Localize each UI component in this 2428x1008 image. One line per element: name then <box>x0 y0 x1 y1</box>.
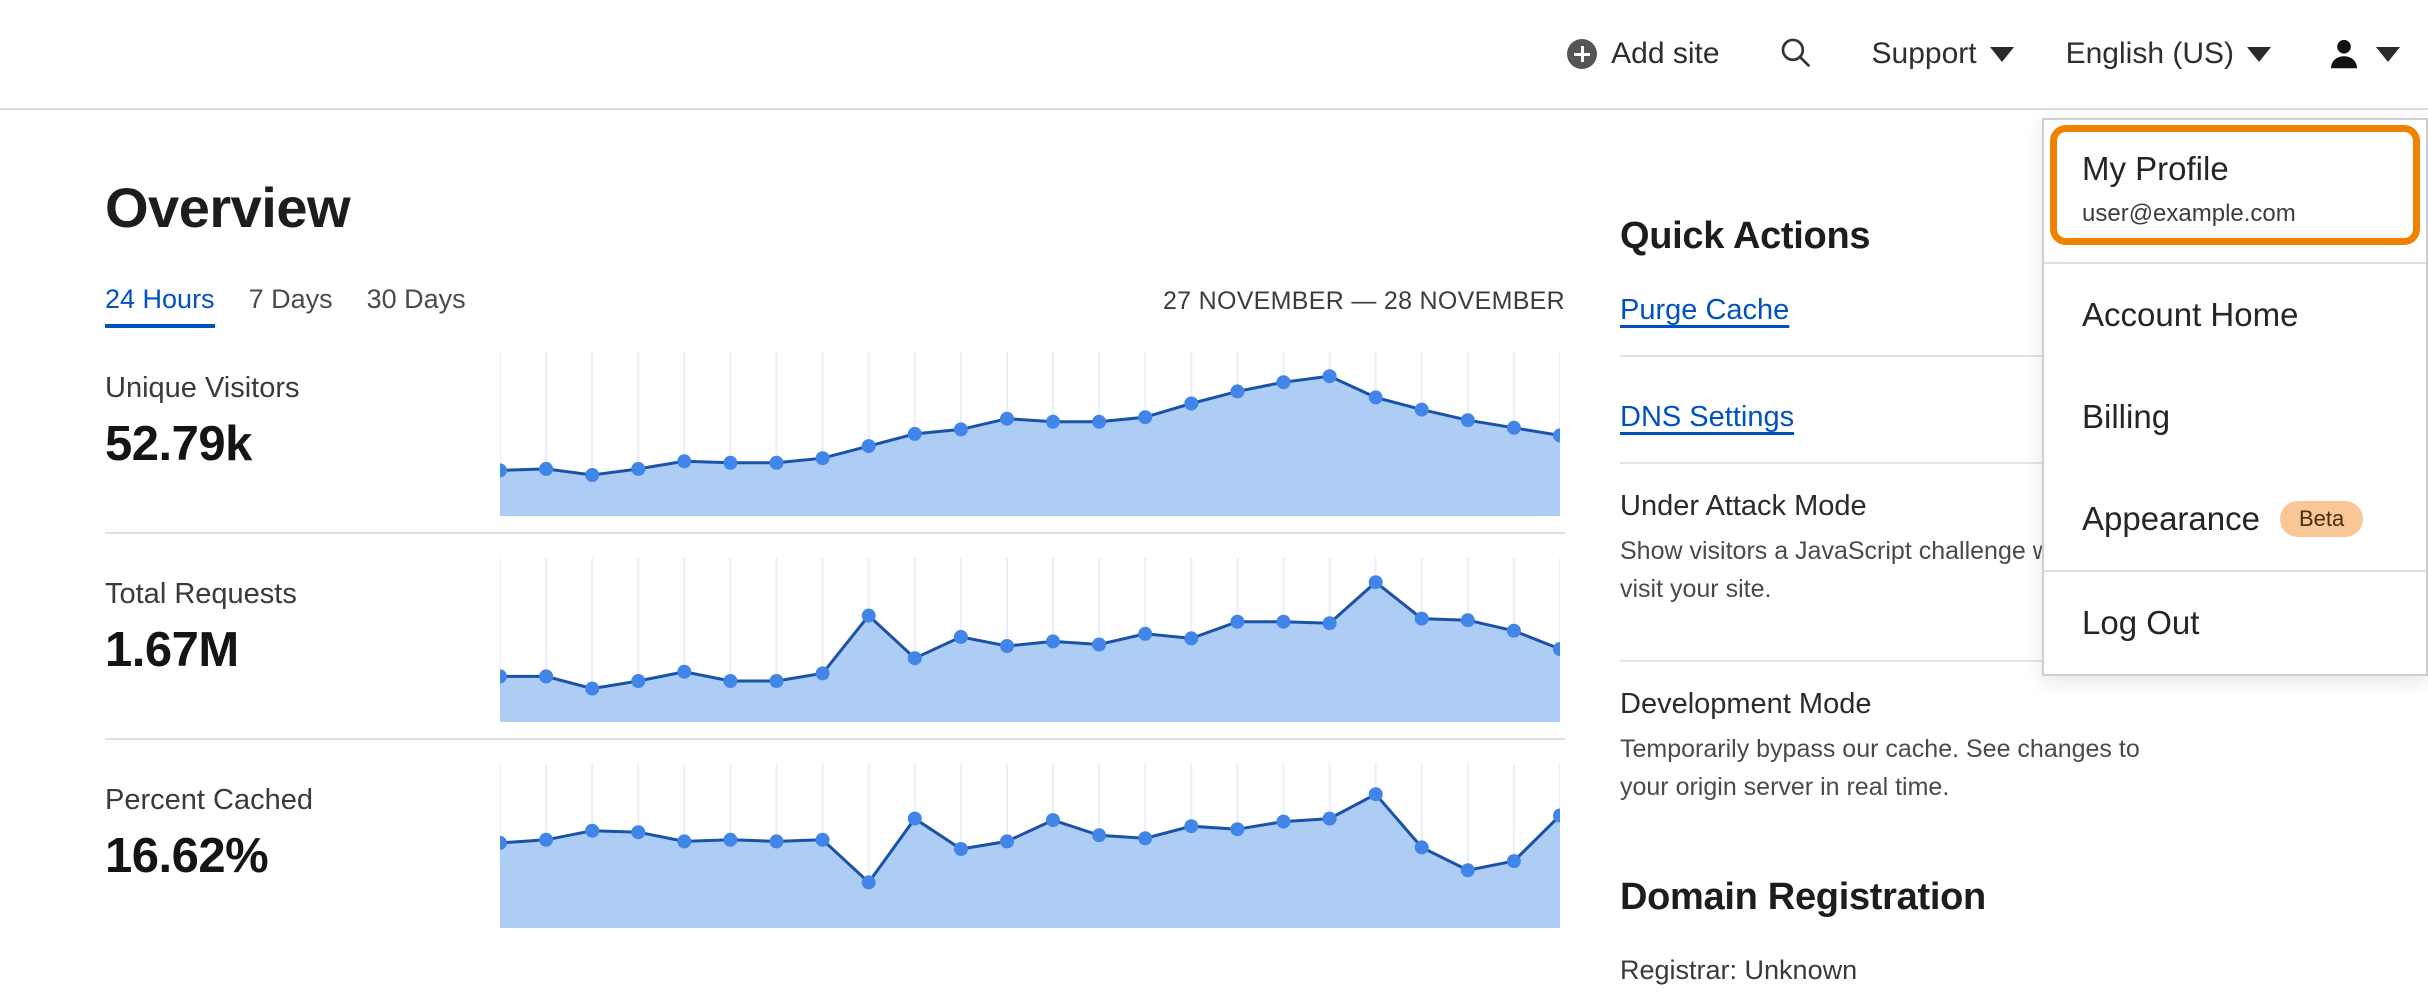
metric-value: 52.79k <box>105 417 252 471</box>
sparkline-chart-percent-cached <box>500 758 1560 928</box>
metric-row-total-requests: Total Requests 1.67M <box>105 534 1565 740</box>
metric-label: Total Requests <box>105 578 297 610</box>
plus-circle-icon <box>1567 39 1598 69</box>
under-attack-mode-label: Under Attack Mode <box>1620 490 1867 522</box>
sparkline-chart-unique-visitors <box>500 346 1560 516</box>
support-label: Support <box>1871 37 1977 70</box>
divider <box>2044 262 2426 264</box>
time-range-tabs: 24 Hours 7 Days 30 Days 27 NOVEMBER — 28… <box>105 284 1565 328</box>
sparkline-chart-total-requests <box>500 552 1560 722</box>
tab-24-hours[interactable]: 24 Hours <box>105 284 215 328</box>
dropdown-item-appearance[interactable]: Appearance Beta <box>2044 468 2426 570</box>
purge-cache-link[interactable]: Purge Cache <box>1620 294 1790 326</box>
profile-email: user@example.com <box>2082 200 2296 227</box>
tab-30-days[interactable]: 30 Days <box>366 284 466 314</box>
metric-row-percent-cached: Percent Cached 16.62% <box>105 740 1565 946</box>
user-avatar-icon <box>2331 39 2357 69</box>
add-site-label: Add site <box>1611 37 1720 70</box>
search-icon[interactable] <box>1778 35 1812 74</box>
development-mode-description: Temporarily bypass our cache. See change… <box>1620 735 2140 801</box>
quick-actions-title: Quick Actions <box>1620 215 1871 257</box>
divider <box>2044 570 2426 572</box>
language-menu[interactable]: English (US) <box>2066 37 2271 71</box>
main-content: Overview 24 Hours 7 Days 30 Days 27 NOVE… <box>105 110 1565 946</box>
dns-settings-link[interactable]: DNS Settings <box>1620 401 1795 433</box>
registrar-value: Registrar: Unknown <box>1620 955 1858 985</box>
beta-badge: Beta <box>2279 501 2364 537</box>
appearance-label: Appearance <box>2082 500 2260 537</box>
profile-name: My Profile <box>2082 150 2229 187</box>
metric-label: Unique Visitors <box>105 372 300 404</box>
divider <box>1620 660 2180 662</box>
development-mode-label: Development Mode <box>1620 688 1872 720</box>
development-mode-row[interactable]: Development Mode Temporarily bypass our … <box>1620 662 2180 830</box>
chevron-down-icon <box>1989 46 2014 62</box>
divider <box>1620 355 2180 357</box>
dropdown-item-log-out[interactable]: Log Out <box>2082 604 2200 641</box>
chevron-down-icon <box>2247 46 2271 62</box>
date-range-label: 27 NOVEMBER — 28 NOVEMBER <box>1162 287 1565 315</box>
top-header: Add site Support English (US) <box>0 0 2428 110</box>
support-menu[interactable]: Support <box>1872 37 2014 71</box>
account-dropdown-menu: My Profile user@example.com Account Home… <box>2042 118 2428 676</box>
page-title: Overview <box>105 176 351 239</box>
domain-registration-title: Domain Registration <box>1620 876 1986 918</box>
metric-value: 1.67M <box>105 623 239 677</box>
divider <box>1620 462 2180 464</box>
metric-label: Percent Cached <box>105 784 313 816</box>
header-actions: Add site Support English (US) <box>1567 0 2400 108</box>
dropdown-item-account-home[interactable]: Account Home <box>2082 296 2299 333</box>
dropdown-item-my-profile[interactable]: My Profile user@example.com <box>2044 120 2426 262</box>
metric-value: 16.62% <box>105 829 269 883</box>
language-label: English (US) <box>2065 37 2234 70</box>
dropdown-item-billing[interactable]: Billing <box>2082 398 2171 435</box>
account-menu-button[interactable] <box>2325 35 2400 73</box>
chevron-down-icon <box>2376 46 2400 62</box>
right-sidebar: Quick Actions Purge Cache DNS Settings U… <box>1620 110 2180 986</box>
add-site-button[interactable]: Add site <box>1567 37 1720 71</box>
metric-row-unique-visitors: Unique Visitors 52.79k <box>105 328 1565 534</box>
tab-7-days[interactable]: 7 Days <box>248 284 333 314</box>
